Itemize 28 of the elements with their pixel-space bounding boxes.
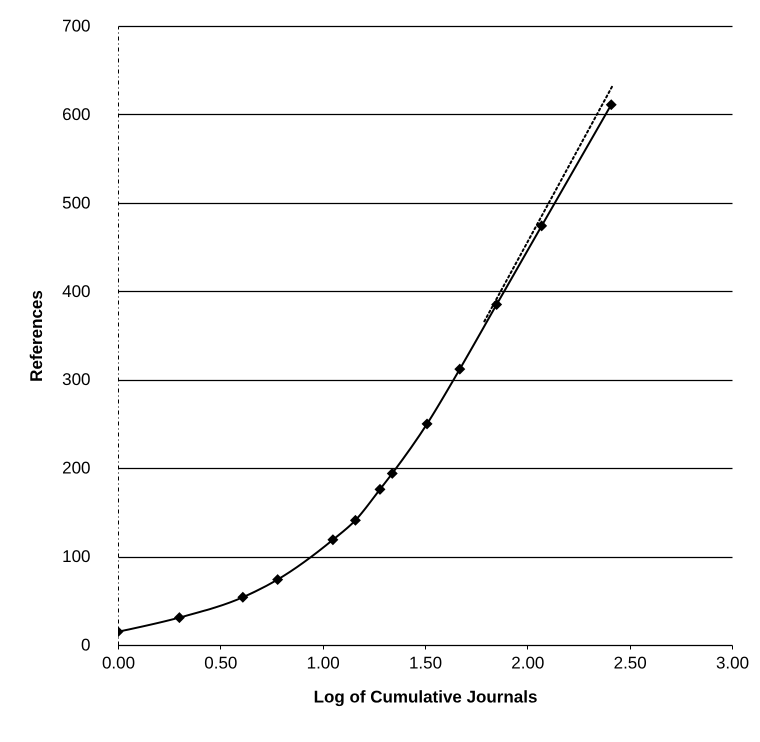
x-tick-label: 3.00 [716,654,750,672]
point [606,99,617,110]
y-axis-title: References [27,290,46,382]
x-tick-label: 0.50 [204,654,238,672]
y-tick-label: 300 [62,370,90,390]
x-tick-label: 2.00 [511,654,544,672]
point [237,592,248,603]
x-tick-label: 1.00 [306,654,340,672]
y-tick-label: 0 [81,636,90,654]
point [272,574,284,586]
point [454,364,466,375]
y-tick-label: 200 [62,458,90,478]
x-tick-label: 0.00 [102,654,136,672]
point [327,534,338,546]
x-axis-title: Log of Cumulative Journals [314,688,538,706]
y-tick-label: 500 [62,193,90,212]
y-tick-label: 700 [62,16,90,36]
x-tick-label: 1.50 [408,654,442,672]
point [386,468,398,479]
point [350,514,361,526]
point [374,484,386,495]
y-tick-label: 600 [62,104,90,124]
point [174,612,185,624]
y-tick-label: 400 [62,282,90,301]
y-tick-label: 100 [62,547,90,566]
point [422,418,433,430]
x-tick-label: 2.50 [614,654,647,672]
point [536,220,548,232]
